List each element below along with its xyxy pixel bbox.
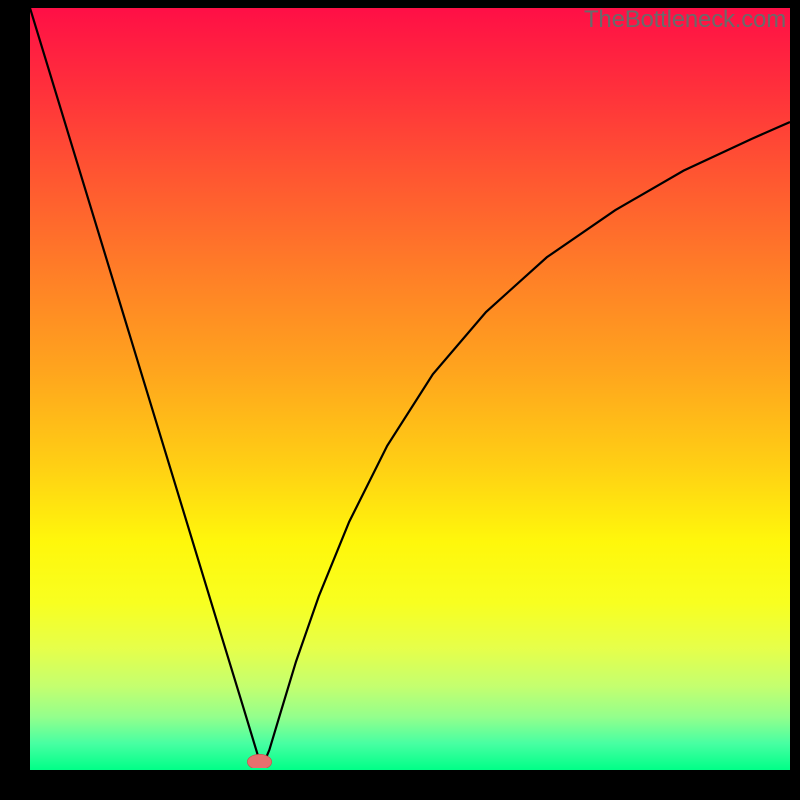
bottleneck-curve-svg [30, 8, 790, 768]
plot-area [30, 8, 790, 770]
curve-left-branch [30, 8, 262, 768]
watermark-text: TheBottleneck.com [584, 6, 786, 34]
curve-right-branch [262, 122, 790, 768]
minimum-marker [247, 754, 271, 768]
